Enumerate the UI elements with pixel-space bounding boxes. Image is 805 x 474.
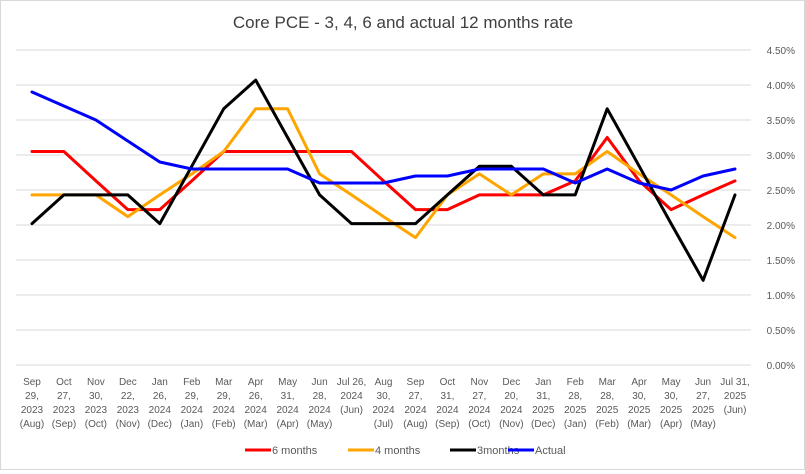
legend-label: 6 months <box>272 445 318 457</box>
series-line-3months <box>30 78 737 282</box>
x-tick-label: Mar 29, 2024 (Feb) <box>212 377 236 430</box>
x-tick-label: Dec 22, 2023 (Nov) <box>116 377 140 430</box>
legend-label: 4 months <box>375 445 421 457</box>
y-tick-label: 3.50% <box>767 116 795 127</box>
legend-item: 3months <box>450 445 520 457</box>
x-tick-label: Feb 28, 2025 (Jan) <box>564 377 587 430</box>
series-line-6-months <box>30 136 737 212</box>
legend-label: 3months <box>477 445 520 457</box>
x-tick-label: Apr 26, 2024 (Mar) <box>244 377 268 430</box>
series-line-4-months <box>30 107 737 240</box>
legend: 6 months 4 months 3months Actual <box>245 445 566 457</box>
x-tick-label: Jan 26, 2024 (Dec) <box>148 377 172 430</box>
x-tick-label: Feb 29, 2024 (Jan) <box>180 377 203 430</box>
y-tick-label: 1.00% <box>767 291 795 302</box>
x-tick-label: Jul 26, 2024 (Jun) <box>337 377 366 416</box>
x-tick-label: Mar 28, 2025 (Feb) <box>595 377 619 430</box>
legend-item: Actual <box>508 445 566 457</box>
y-tick-label: 2.50% <box>767 186 795 197</box>
x-tick-label: Dec 20, 2024 (Nov) <box>499 377 523 430</box>
legend-item: 6 months <box>245 445 318 457</box>
legend-item: 4 months <box>348 445 421 457</box>
x-tick-label: Oct 27, 2023 (Sep) <box>52 377 76 430</box>
y-tick-label: 0.50% <box>767 326 795 337</box>
y-tick-label: 4.50% <box>767 46 795 57</box>
x-tick-label: Apr 30, 2025 (Mar) <box>627 377 651 430</box>
x-tick-label: Nov 27, 2024 (Oct) <box>468 377 491 430</box>
series-lines <box>30 78 737 282</box>
y-tick-label: 3.00% <box>767 151 795 162</box>
x-tick-label: Jan 31, 2025 (Dec) <box>531 377 555 430</box>
y-axis-tick-labels: 0.00% 0.50% 1.00% 1.50% 2.00% 2.50% 3.00% 3.50%… <box>767 46 795 372</box>
x-tick-label: Jun 28, 2024 (May) <box>307 377 333 430</box>
x-tick-label: Nov 30, 2023 (Oct) <box>85 377 108 430</box>
x-tick-label: Oct 31, 2024 (Sep) <box>435 377 459 430</box>
chart-title: Core PCE - 3, 4, 6 and actual 12 months … <box>233 13 573 32</box>
x-tick-label: Sep 29, 2023 (Aug) <box>20 377 44 430</box>
x-tick-label: Sep 27, 2024 (Aug) <box>403 377 427 430</box>
x-tick-label: Jun 27, 2025 (May) <box>690 377 716 430</box>
y-tick-label: 1.50% <box>767 256 795 267</box>
series-line-actual <box>30 90 737 192</box>
legend-label: Actual <box>535 445 566 457</box>
x-tick-label: Jul 31, 2025 (Jun) <box>720 377 749 416</box>
y-tick-label: 0.00% <box>767 361 795 372</box>
x-tick-label: May 30, 2025 (Apr) <box>660 377 683 430</box>
x-tick-label: Aug 30, 2024 (Jul) <box>372 377 395 430</box>
x-tick-label: May 31, 2024 (Apr) <box>277 377 300 430</box>
y-tick-label: 4.00% <box>767 81 795 92</box>
y-tick-label: 2.00% <box>767 221 795 232</box>
x-axis-tick-labels: Sep 29, 2023 (Aug) Oct 27, 2023 (Sep) Nov 30, 2023… <box>20 377 750 430</box>
